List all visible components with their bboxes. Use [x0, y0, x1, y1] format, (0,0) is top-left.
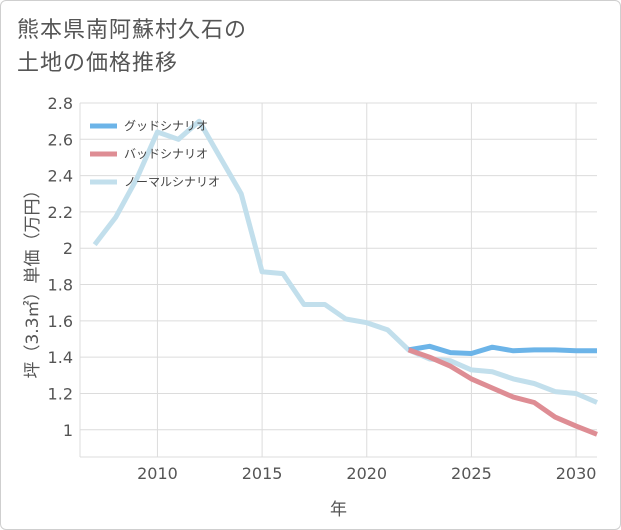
y-tick-label: 1 — [63, 421, 73, 440]
y-axis-label: 坪（3.3㎡）単価（万円） — [23, 181, 43, 378]
y-tick-label: 2.8 — [48, 94, 73, 113]
y-tick-label: 2 — [63, 239, 73, 258]
x-tick-label: 2010 — [137, 464, 178, 483]
series-line-2 — [92, 118, 598, 405]
x-tick-label: 2025 — [451, 464, 492, 483]
x-tick-label: 2020 — [346, 464, 387, 483]
title-line-2: 土地の価格推移 — [17, 51, 179, 76]
tick-labels: 1 1.2 1.4 1.6 1.8 2 2.2 2.4 2.6 2.8 2010 2015 2020 20… — [48, 94, 597, 483]
legend-label: バッドシナリオ — [124, 147, 208, 161]
legend-label: グッドシナリオ — [124, 119, 208, 133]
legend-label: ノーマルシナリオ — [124, 175, 220, 189]
y-tick-label: 1.8 — [48, 276, 73, 295]
series-layer — [92, 118, 598, 437]
chart-title: 熊本県南阿蘇村久石の 土地の価格推移 — [17, 14, 247, 80]
x-tick-label: 2030 — [556, 464, 597, 483]
title-line-1: 熊本県南阿蘇村久石の — [17, 18, 248, 43]
x-axis-label: 年 — [330, 500, 347, 520]
y-tick-label: 2.6 — [48, 130, 73, 149]
grid — [79, 102, 597, 458]
series-line-1 — [407, 347, 598, 437]
x-tick-label: 2015 — [242, 464, 283, 483]
y-tick-label: 2.4 — [48, 167, 73, 186]
series-line-0 — [408, 343, 597, 356]
y-tick-label: 1.4 — [48, 348, 73, 367]
y-tick-label: 1.6 — [48, 312, 73, 331]
y-tick-label: 2.2 — [48, 203, 73, 222]
y-tick-label: 1.2 — [48, 384, 73, 403]
